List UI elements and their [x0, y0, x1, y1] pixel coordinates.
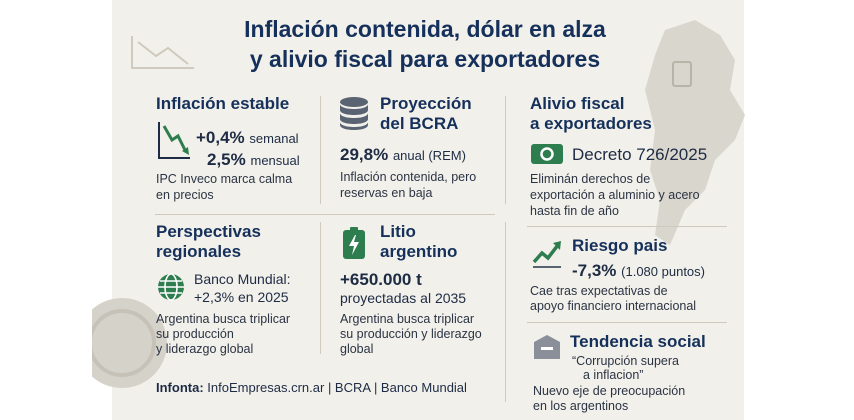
lithium-heading-line-1: Litio: [380, 222, 416, 241]
divider-vertical-bottom-left: [320, 222, 321, 354]
country-risk-change: -7,3% (1.080 puntos): [572, 261, 705, 281]
social-trend-description-1: Nuevo eje de preocupación: [533, 384, 686, 398]
chart-down-icon: [158, 122, 190, 159]
weekly-inflation-label: semanal: [249, 131, 299, 146]
divider-vertical-top-left: [320, 96, 321, 204]
chart-down-watermark-icon: [131, 36, 194, 69]
bcra-projection-label: anual (REM): [392, 148, 466, 163]
footer-source-list: InfoEmpresas.crn.ar | BCRA | Banco Mundi…: [207, 380, 467, 395]
weekly-inflation-value: +0,4%: [196, 128, 245, 147]
divider-horizontal-left: [155, 214, 495, 215]
country-risk-description-1: Cae tras expectativas de: [530, 284, 668, 298]
social-trend-heading: Tendencia social: [570, 332, 706, 351]
coin-watermark-icon: [92, 298, 167, 388]
fiscal-relief-description-3: hasta fin de año: [530, 204, 619, 218]
battery-icon: [343, 227, 365, 259]
regional-outlook-description-3: y liderazgo global: [156, 342, 254, 356]
weekly-inflation: +0,4% semanal: [196, 128, 299, 148]
divider-horizontal-right-1: [527, 226, 727, 227]
country-risk-description-2: apoyo financiero internacional: [530, 299, 697, 313]
decree-number: Decreto 726/2025: [572, 145, 708, 164]
world-bank-forecast: +2,3% en 2025: [194, 289, 289, 305]
archive-box-icon: [534, 335, 560, 359]
country-risk-points: (1.080 puntos): [621, 264, 705, 279]
monthly-inflation-label: mensual: [250, 153, 300, 168]
banknote-icon: [531, 144, 563, 164]
country-risk-heading: Riesgo pais: [572, 236, 668, 255]
social-trend-quote-1: “Corrupción supera: [572, 354, 679, 368]
lithium-tonnage: +650.000 t: [340, 270, 422, 289]
argentina-map-watermark: [645, 20, 745, 245]
world-bank-label: Banco Mundial:: [194, 271, 291, 287]
bcra-description-1: Inflación contenida, pero: [340, 170, 477, 184]
globe-icon: [158, 273, 184, 301]
fiscal-relief-description-1: Eliminán derechos de: [530, 172, 651, 186]
inflation-description-1: IPC Inveco marca calma: [156, 172, 293, 186]
regional-outlook-description-1: Argentina busca triplicar: [156, 312, 291, 326]
lithium-description-1: Argentina busca triplicar: [340, 312, 475, 326]
fiscal-relief-description-2: exportación a aluminio y acero: [530, 188, 700, 202]
database-stack-icon: [340, 97, 368, 130]
page-title: Inflación contenida, dólar en alza y ali…: [200, 14, 650, 74]
title-line-2: y alivio fiscal para exportadores: [249, 46, 601, 72]
bcra-description-2: reservas en baja: [340, 186, 433, 200]
lithium-projection-year: proyectadas al 2035: [340, 290, 467, 306]
social-trend-description-2: en los argentinos: [533, 399, 629, 413]
bcra-heading-line-2: del BCRA: [380, 114, 459, 133]
divider-horizontal-right-2: [527, 322, 727, 323]
footer-sources: Infonta: InfoEmpresas.crn.ar | BCRA | Ba…: [156, 380, 467, 395]
divider-vertical-bottom-right: [505, 222, 506, 402]
inflation-heading: Inflación estable: [156, 94, 290, 113]
fiscal-relief-heading-line-1: Alivio fiscal: [530, 94, 625, 113]
regional-outlook-heading-line-1: Perspectivas: [156, 222, 261, 241]
regional-outlook-heading-line-2: regionales: [156, 242, 242, 261]
infographic-panel: [112, 0, 744, 420]
trend-up-icon: [532, 241, 561, 268]
monthly-inflation: 2,5% mensual: [207, 150, 300, 170]
bcra-projection-value: 29,8%: [340, 145, 389, 164]
inflation-description-2: en precios: [156, 188, 214, 202]
bcra-heading-line-1: Proyección: [380, 94, 472, 113]
bcra-projection: 29,8% anual (REM): [340, 145, 466, 165]
regional-outlook-description-2: su producción: [156, 327, 234, 341]
title-line-1: Inflación contenida, dólar en alza: [244, 16, 606, 42]
footer-label: Infonta:: [156, 380, 204, 395]
divider-vertical-top-right: [505, 96, 506, 204]
lithium-description-3: global: [340, 342, 374, 356]
monthly-inflation-value: 2,5%: [207, 150, 246, 169]
social-trend-quote-2: a inflacion”: [583, 368, 644, 382]
lithium-description-2: su producción y liderazgo: [340, 327, 482, 341]
lithium-heading-line-2: argentino: [380, 242, 458, 261]
fiscal-relief-heading-line-2: a exportadores: [530, 114, 652, 133]
country-risk-value: -7,3%: [572, 261, 617, 280]
